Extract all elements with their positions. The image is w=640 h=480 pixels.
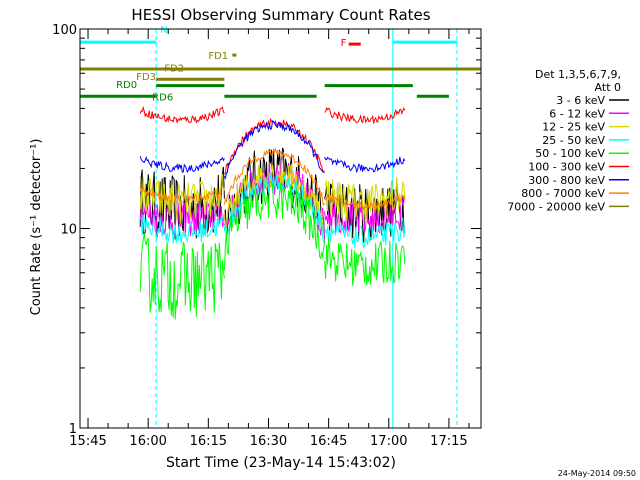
flag-label: FD3 — [136, 72, 156, 83]
legend-entry-label: 300 - 800 keV — [528, 174, 605, 187]
series-trace — [139, 185, 225, 205]
legend-entry-label: 25 - 50 keV — [542, 134, 605, 147]
flag-label: FD2 — [164, 64, 184, 75]
series-trace — [324, 193, 406, 212]
axes: 1 10 100 15:45 16:00 16:15 16:30 16:45 17:00 17:1… — [52, 23, 482, 449]
series-trace — [324, 217, 406, 249]
flag-n: N — [80, 25, 457, 44]
legend-title: Att 0 — [595, 81, 621, 94]
flag-f: F — [341, 38, 361, 49]
flag-rd6: RD6 — [80, 92, 449, 103]
x-tick-label: 15:45 — [69, 434, 106, 449]
series-100-300kev — [139, 105, 406, 175]
x-axis-label: Start Time (23-May-14 15:43:02) — [166, 455, 396, 471]
legend-title: Det 1,3,5,6,7,9, — [535, 68, 621, 81]
flag-fd2: FD2 — [80, 64, 481, 75]
series-trace — [324, 156, 406, 174]
legend-entry-label: 50 - 100 keV — [535, 147, 605, 160]
series-trace — [139, 196, 225, 238]
legend-entry-label: 6 - 12 keV — [549, 107, 605, 120]
plot-frame — [79, 28, 482, 429]
series-trace — [139, 173, 225, 223]
series-trace — [223, 180, 326, 271]
x-tick-label: 17:15 — [430, 434, 467, 449]
series-trace — [324, 176, 406, 223]
chart-title: HESSI Observing Summary Count Rates — [131, 6, 430, 24]
y-tick-label: 100 — [52, 23, 77, 38]
flag-fd3: FD3 — [136, 72, 225, 83]
flag-label: RD6 — [152, 92, 173, 103]
legend-entry-label: 12 - 25 keV — [542, 121, 605, 134]
legend-entry-label: 100 - 300 keV — [528, 161, 605, 174]
flag-rd0: RD0 — [116, 80, 413, 91]
legend-entry-label: 800 - 7000 keV — [521, 187, 605, 200]
y-tick-label: 10 — [60, 223, 77, 238]
flag-label: N — [160, 25, 167, 36]
data-layer — [79, 29, 458, 428]
series-trace — [324, 195, 406, 236]
flag-label: FD1 — [208, 51, 228, 62]
series-800-7000kev — [139, 147, 406, 212]
series-trace — [139, 105, 225, 124]
flag-fd1: FD1 — [208, 51, 237, 62]
series-50-100kev — [139, 180, 406, 320]
footer-timestamp: 24-May-2014 09:50 — [558, 469, 636, 478]
series-trace — [223, 119, 325, 180]
y-axis-label: Count Rate (s⁻¹ detector⁻¹) — [29, 139, 44, 316]
legend-entry-label: 7000 - 20000 keV — [507, 200, 605, 213]
series-trace — [139, 233, 225, 320]
series-trace — [324, 107, 406, 124]
series-trace — [324, 237, 406, 286]
legend-entry-label: 3 - 6 keV — [556, 94, 605, 107]
x-tick-label: 16:45 — [310, 434, 347, 449]
x-tick-label: 16:30 — [250, 434, 287, 449]
x-tick-label: 17:00 — [370, 434, 407, 449]
series-trace — [139, 215, 225, 244]
series-300-800kev — [139, 119, 406, 180]
x-tick-label: 16:15 — [190, 434, 227, 449]
flag-label: RD0 — [116, 80, 137, 91]
flag-label: F — [341, 38, 347, 49]
x-tick-label: 16:00 — [129, 434, 166, 449]
series-trace — [223, 147, 326, 207]
series-trace — [139, 156, 225, 174]
y-tick-label: 1 — [69, 422, 77, 437]
